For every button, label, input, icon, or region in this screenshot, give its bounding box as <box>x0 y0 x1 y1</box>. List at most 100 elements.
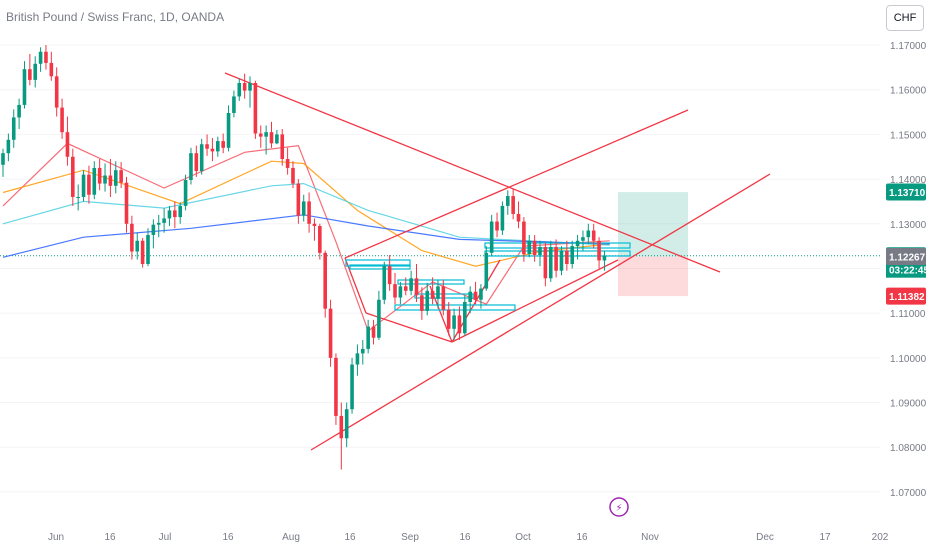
candle <box>398 281 403 305</box>
y-tick-label: 1.08000 <box>890 443 927 454</box>
candle <box>334 353 338 425</box>
candle <box>189 147 193 185</box>
candle <box>280 129 285 166</box>
candle-body <box>532 240 537 256</box>
candle <box>33 56 38 88</box>
candle-body <box>452 315 456 329</box>
candle <box>1 148 5 177</box>
candle-body <box>446 309 451 329</box>
moving-average-line <box>2 160 610 267</box>
trend-line <box>310 173 771 451</box>
trend-line <box>344 109 689 259</box>
candle-body <box>242 83 247 91</box>
candle <box>527 234 532 258</box>
candle <box>253 80 258 139</box>
x-tick-label: Aug <box>282 532 300 543</box>
candle <box>522 217 526 262</box>
candle <box>393 272 397 305</box>
range-rectangle <box>394 304 516 311</box>
candle <box>323 250 327 318</box>
candle-body <box>318 226 322 253</box>
candle <box>532 234 537 262</box>
candle-body <box>1 153 5 165</box>
trend-line <box>224 72 721 273</box>
moving-averages <box>2 142 610 332</box>
candle <box>548 240 553 282</box>
candle-body <box>382 266 387 300</box>
target-zone <box>618 192 688 257</box>
stop-zone <box>618 256 688 297</box>
candle-body <box>307 201 311 224</box>
candle <box>28 53 32 86</box>
candle <box>387 255 392 291</box>
candle <box>71 148 75 206</box>
x-tick-label: 16 <box>459 532 471 543</box>
candle <box>242 73 247 99</box>
y-tick-label: 1.07000 <box>890 488 927 499</box>
candle-body <box>183 179 188 206</box>
candle-body <box>522 221 526 255</box>
candle <box>205 134 209 156</box>
candle-body <box>312 223 317 227</box>
candle <box>76 184 80 211</box>
target-price-tag-text: 1.13710 <box>889 188 926 199</box>
countdown-text: 03:22:45 <box>889 266 929 277</box>
y-tick-label: 1.13000 <box>890 220 927 231</box>
candle <box>570 240 575 269</box>
currency-selector[interactable]: CHF <box>886 5 924 31</box>
candle <box>377 290 381 340</box>
candle <box>355 344 360 376</box>
x-tick-label: Jul <box>159 532 172 543</box>
y-tick-label: 1.14000 <box>890 175 927 186</box>
candle <box>436 279 440 309</box>
candle-body <box>393 284 397 298</box>
candle-body <box>76 196 80 198</box>
candle <box>473 281 478 305</box>
candle-body <box>124 182 129 224</box>
candle <box>135 232 140 260</box>
candle <box>119 162 123 189</box>
candle <box>60 98 64 139</box>
x-tick-label: 16 <box>222 532 234 543</box>
y-tick-label: 1.16000 <box>890 86 927 97</box>
candle-body <box>334 357 338 416</box>
event-icon-circle <box>609 497 629 517</box>
candle-body <box>221 141 225 148</box>
candle-body <box>565 250 569 264</box>
candle <box>210 137 215 162</box>
candle-body <box>140 240 145 264</box>
x-tick-label: 17 <box>819 532 831 543</box>
candle <box>269 121 274 148</box>
candle-body <box>54 76 59 108</box>
candle-body <box>6 139 11 154</box>
candle <box>226 105 231 152</box>
candle <box>516 201 521 229</box>
candle <box>17 98 21 130</box>
candle <box>140 238 145 268</box>
candle <box>463 295 467 336</box>
candle-body <box>473 291 478 300</box>
candle-body <box>65 132 70 157</box>
candle-body <box>108 175 113 186</box>
candle-body <box>323 252 327 309</box>
candle-body <box>350 364 354 410</box>
candle <box>538 240 542 267</box>
candle <box>65 116 70 166</box>
candle <box>275 129 279 145</box>
candle <box>296 179 301 224</box>
candle <box>178 202 183 224</box>
candle <box>237 78 242 101</box>
candle-body <box>87 174 91 195</box>
candle <box>446 301 451 336</box>
candle <box>162 208 166 233</box>
candle <box>559 246 564 276</box>
candle-body <box>602 255 607 261</box>
range-rectangle <box>345 259 411 267</box>
candle <box>87 165 91 204</box>
candle-body <box>500 205 505 231</box>
candle-body <box>178 205 183 218</box>
candle <box>103 163 107 192</box>
candle-body <box>156 222 161 225</box>
candle-body <box>436 286 440 299</box>
